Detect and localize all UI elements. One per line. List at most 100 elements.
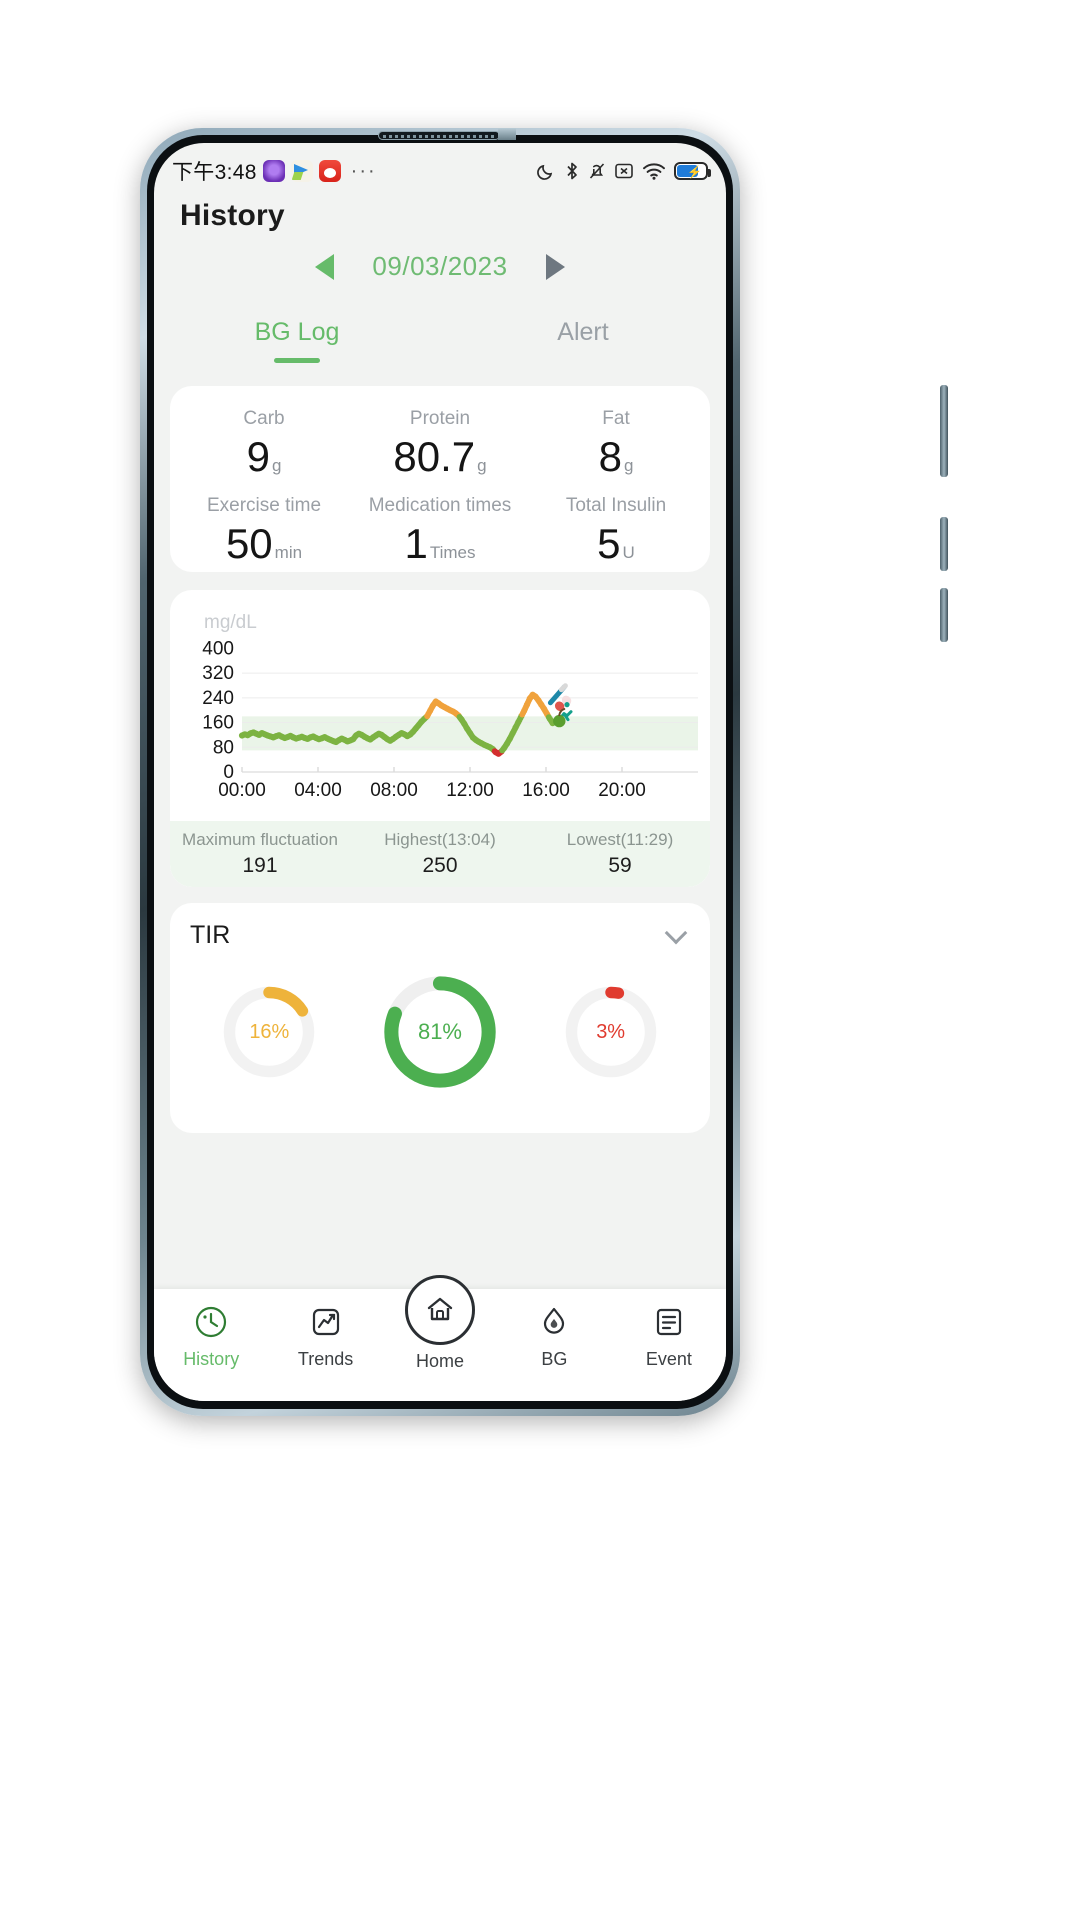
tir-in-range-percent: 81% [417, 1019, 462, 1044]
tab-active-indicator [274, 358, 320, 363]
y-tick-label: 240 [202, 688, 234, 709]
nav-history-label: History [183, 1349, 240, 1369]
x-tick-label: 16:00 [522, 780, 570, 801]
nav-bg-label: BG [541, 1349, 568, 1369]
tir-card: TIR 16% 81% [170, 903, 710, 1133]
nav-item-trends[interactable]: Trends [268, 1301, 382, 1370]
stat-insulin-unit: U [622, 543, 635, 563]
stat-medication-unit: Times [429, 543, 476, 563]
lowest-value: 59 [608, 854, 632, 877]
moon-dnd-icon [537, 164, 553, 180]
blood-drop-icon [497, 1301, 611, 1343]
tab-alert-label: Alert [557, 318, 609, 346]
chart-footer-stats: Maximum fluctuation 191 Highest(13:04) 2… [170, 821, 710, 887]
battery-icon: ⚡ [674, 162, 711, 180]
nav-home-label: Home [416, 1351, 465, 1371]
bluetooth-icon [567, 162, 577, 180]
status-bar: 下午3:48 ··· [154, 153, 726, 189]
stat-medication-times: Medication times 1 Times [352, 495, 528, 566]
stat-max-fluctuation: Maximum fluctuation 191 [170, 830, 350, 878]
stat-medication-label: Medication times [368, 495, 512, 517]
stat-lowest: Lowest(11:29) 59 [530, 830, 710, 878]
phone-screen: 下午3:48 ··· [154, 143, 726, 1401]
history-clock-icon [154, 1301, 268, 1343]
nav-item-home[interactable]: Home [383, 1275, 497, 1372]
lowest-label: Lowest(11:29) [566, 830, 674, 849]
x-tick-label: 08:00 [370, 780, 418, 801]
stat-insulin-label: Total Insulin [565, 495, 667, 517]
nav-event-label: Event [645, 1349, 692, 1369]
nav-item-bg[interactable]: BG [497, 1301, 611, 1370]
tir-low-donut [565, 986, 656, 1078]
chevron-down-icon[interactable] [664, 921, 688, 944]
highest-value: 250 [422, 854, 458, 877]
event-markers [547, 683, 573, 728]
nav-trends-label: Trends [297, 1349, 354, 1369]
y-tick-label: 400 [202, 638, 234, 659]
volume-button[interactable] [940, 385, 948, 477]
mute-bell-icon [589, 163, 605, 179]
earpiece-speaker [378, 131, 500, 140]
page-title: History [180, 199, 285, 232]
home-icon[interactable] [405, 1275, 476, 1345]
tab-bg-log[interactable]: BG Log [154, 318, 440, 363]
extra-side-button[interactable] [940, 588, 948, 642]
antenna-band [498, 128, 516, 140]
status-bar-right: ⚡ [536, 161, 711, 181]
stat-highest: Highest(13:04) 250 [350, 830, 530, 878]
highest-label: Highest(13:04) [384, 830, 496, 849]
y-tick-label: 80 [213, 737, 234, 758]
stat-carb-label: Carb [243, 408, 285, 429]
tir-title: TIR [190, 921, 231, 949]
stat-exercise-value: 50 min [225, 520, 303, 568]
wifi-icon [643, 162, 665, 180]
tir-ring-high[interactable]: 16% [217, 980, 321, 1084]
stat-exercise-time: Exercise time 50 min [176, 495, 352, 566]
tir-rings: 16% 81% 3% [190, 968, 690, 1096]
tab-alert[interactable]: Alert [440, 318, 726, 363]
max-fluctuation-value: 191 [242, 854, 278, 877]
nav-item-history[interactable]: History [154, 1301, 268, 1370]
stat-fat-unit: g [623, 456, 634, 475]
overflow-dots-icon: ··· [350, 160, 377, 182]
x-tick-label: 12:00 [446, 780, 494, 801]
stat-protein-label: Protein [409, 408, 471, 429]
chart-unit-label: mg/dL [204, 612, 257, 633]
tir-ring-in-range[interactable]: 81% [376, 968, 504, 1096]
status-time: 下午3:48 [172, 161, 257, 184]
tir-high-percent: 16% [249, 1020, 290, 1043]
power-button[interactable] [940, 517, 948, 571]
nav-item-event[interactable]: Event [612, 1301, 726, 1370]
stats-row-activity: Exercise time 50 min Medication times 1 Ti… [176, 495, 704, 566]
stat-protein-unit: g [477, 456, 487, 475]
red-app-icon [318, 160, 341, 182]
screenshot-icon [615, 163, 633, 179]
tab-bar: BG Log Alert [154, 318, 726, 363]
x-tick-label: 00:00 [218, 780, 266, 801]
event-list-icon [612, 1301, 726, 1343]
tab-bg-log-label: BG Log [254, 318, 340, 346]
next-day-arrow[interactable] [545, 253, 565, 280]
glucose-chart-card: mg/dL 0 80 160 240 320 400 00:00 04:00 08:00 12:0… [170, 590, 710, 887]
y-tick-label: 320 [202, 663, 234, 684]
x-tick-label: 20:00 [598, 780, 646, 801]
current-date[interactable]: 09/03/2023 [372, 251, 508, 281]
bottom-navigation: History Trends [154, 1275, 726, 1401]
prev-day-arrow[interactable] [315, 253, 335, 280]
stat-carb-unit: g [271, 456, 282, 475]
telegram-icon [290, 160, 313, 182]
tir-ring-low[interactable]: 3% [559, 980, 663, 1084]
trends-chart-icon [268, 1301, 382, 1343]
stat-protein-value: 80.7 g [393, 433, 487, 480]
glucose-chart[interactable]: 0 80 160 240 320 400 00:00 04:00 08:00 12:00 16:00… [170, 590, 710, 820]
purple-app-icon [262, 160, 285, 182]
tir-in-range-donut [384, 976, 496, 1088]
status-bar-left: 下午3:48 ··· [172, 156, 377, 186]
